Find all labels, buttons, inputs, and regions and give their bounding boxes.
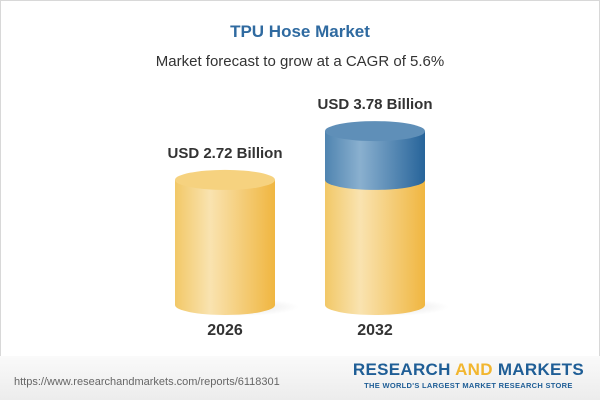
bar-base-2032 (325, 179, 425, 315)
bar-base-2026 (175, 179, 275, 315)
chart-title: TPU Hose Market (230, 22, 370, 41)
bar-top-2026 (175, 169, 275, 190)
bar-growth-2032 (325, 131, 425, 190)
footer-bar (0, 356, 600, 400)
data-label: USD 2.72 Billion (167, 145, 282, 162)
category-label: 2032 (357, 322, 393, 339)
source-url[interactable]: https://www.researchandmarkets.com/repor… (14, 376, 280, 388)
category-label: 2026 (207, 322, 243, 339)
research-and-markets-logo: RESEARCH AND MARKETS THE WORLD'S LARGEST… (352, 360, 584, 390)
data-label: USD 3.78 Billion (317, 96, 432, 113)
chart-subtitle: Market forecast to grow at a CAGR of 5.6… (155, 53, 445, 70)
bar-top-2032 (325, 121, 425, 142)
